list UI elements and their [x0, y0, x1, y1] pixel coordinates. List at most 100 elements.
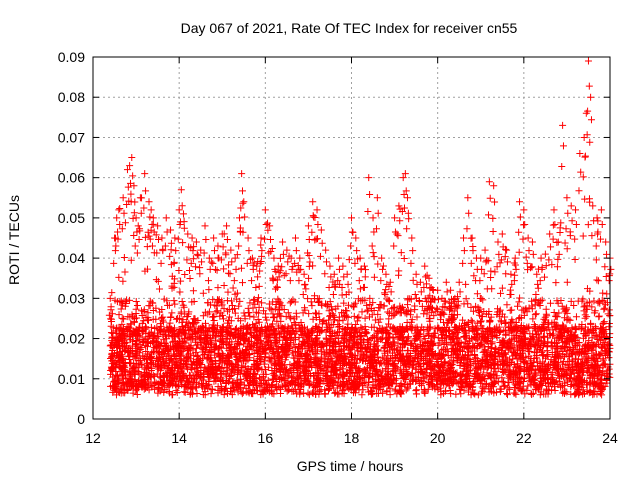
- data-point: [581, 314, 589, 322]
- data-point: [605, 354, 613, 362]
- data-point: [355, 313, 363, 321]
- data-point: [557, 219, 565, 227]
- data-point: [140, 306, 148, 314]
- data-point: [590, 297, 598, 305]
- data-point: [474, 329, 482, 337]
- data-point: [430, 333, 438, 341]
- data-point: [143, 243, 151, 251]
- data-point: [593, 276, 601, 284]
- data-point: [452, 301, 460, 309]
- data-point: [486, 317, 494, 325]
- data-point: [400, 254, 408, 262]
- data-point: [356, 285, 364, 293]
- data-point: [521, 390, 529, 398]
- data-point: [250, 357, 258, 365]
- data-point: [300, 390, 308, 398]
- data-point: [515, 248, 523, 256]
- data-point: [538, 349, 546, 357]
- data-point: [291, 343, 299, 351]
- data-point: [305, 310, 313, 318]
- data-point: [108, 310, 116, 318]
- data-point: [579, 232, 587, 240]
- data-point: [498, 284, 506, 292]
- data-point: [141, 233, 149, 241]
- data-point: [320, 317, 328, 325]
- data-point: [268, 245, 276, 253]
- data-point: [554, 255, 562, 263]
- data-point: [429, 376, 437, 384]
- data-point: [307, 298, 315, 306]
- data-point: [189, 287, 197, 295]
- data-point: [224, 288, 232, 296]
- data-point: [592, 256, 600, 264]
- data-point: [476, 305, 484, 313]
- data-point: [220, 265, 228, 273]
- data-point: [423, 271, 431, 279]
- data-point: [515, 298, 523, 306]
- data-point: [422, 280, 430, 288]
- data-point: [350, 312, 358, 320]
- data-point: [384, 308, 392, 316]
- data-point: [366, 294, 374, 302]
- data-point: [412, 365, 420, 373]
- data-point: [305, 391, 313, 399]
- data-point: [130, 209, 138, 217]
- data-point: [385, 315, 393, 323]
- data-point: [514, 302, 522, 310]
- data-point: [244, 304, 252, 312]
- data-point: [550, 308, 558, 316]
- data-point: [199, 289, 207, 297]
- data-point: [572, 313, 580, 321]
- data-point: [155, 285, 163, 293]
- data-point: [116, 204, 124, 212]
- data-point: [312, 309, 320, 317]
- data-point: [395, 271, 403, 279]
- data-point: [389, 304, 397, 312]
- data-point: [452, 390, 460, 398]
- data-point: [276, 389, 284, 397]
- data-point: [595, 312, 603, 320]
- data-point: [107, 329, 115, 337]
- data-point: [214, 284, 222, 292]
- data-point: [504, 362, 512, 370]
- data-point: [572, 351, 580, 359]
- data-point: [583, 313, 591, 321]
- data-point: [267, 306, 275, 314]
- data-point: [336, 340, 344, 348]
- data-point: [358, 308, 366, 316]
- data-point: [598, 385, 606, 393]
- data-point: [505, 379, 513, 387]
- data-point: [477, 294, 485, 302]
- data-point: [158, 314, 166, 322]
- data-point: [237, 264, 245, 272]
- data-point: [364, 383, 372, 391]
- data-point: [170, 297, 178, 305]
- data-point: [176, 288, 184, 296]
- data-point: [564, 315, 572, 323]
- data-point: [240, 309, 248, 317]
- data-point: [549, 221, 557, 229]
- data-point: [229, 284, 237, 292]
- data-point: [403, 301, 411, 309]
- data-point: [379, 262, 387, 270]
- data-point: [257, 241, 265, 249]
- data-point: [189, 255, 197, 263]
- data-point: [287, 314, 295, 322]
- data-point: [413, 313, 421, 321]
- data-point: [235, 302, 243, 310]
- data-point: [496, 259, 504, 267]
- data-point: [417, 341, 425, 349]
- data-point: [130, 232, 138, 240]
- data-point: [207, 390, 215, 398]
- data-point: [280, 271, 288, 279]
- data-point: [457, 390, 465, 398]
- data-point: [308, 302, 316, 310]
- data-point: [186, 275, 194, 283]
- data-point: [138, 344, 146, 352]
- data-point: [133, 391, 141, 399]
- data-point: [603, 290, 611, 298]
- data-point: [133, 301, 141, 309]
- data-point: [462, 280, 470, 288]
- data-point: [175, 266, 183, 274]
